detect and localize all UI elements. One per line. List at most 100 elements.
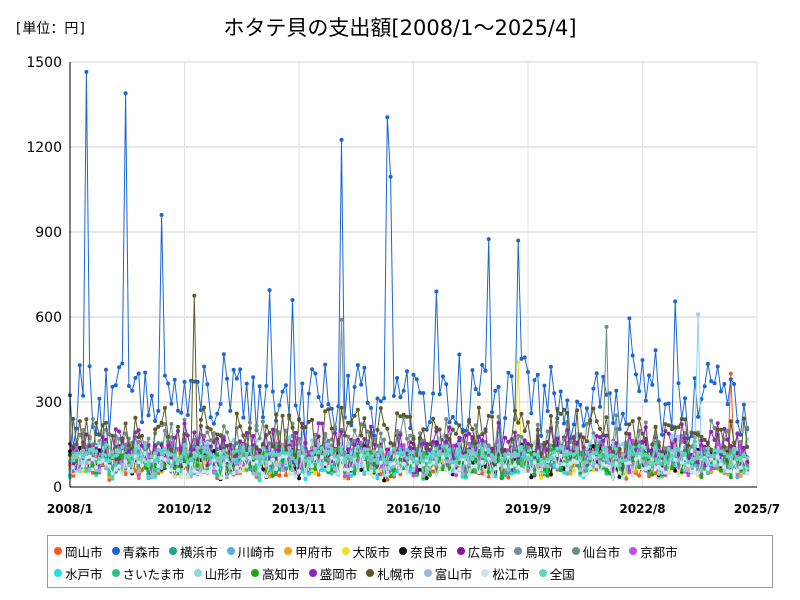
data-point <box>496 442 501 447</box>
data-point <box>303 441 308 446</box>
legend-label: 川崎市 <box>237 544 276 560</box>
data-point <box>398 450 403 455</box>
data-point <box>153 451 158 456</box>
data-point <box>313 449 318 454</box>
data-point <box>77 446 82 450</box>
data-point <box>411 449 416 454</box>
legend-item: 水戸市 <box>54 564 103 583</box>
data-point <box>509 374 514 379</box>
data-point <box>355 444 360 449</box>
data-point <box>640 431 645 436</box>
data-point <box>313 432 318 437</box>
data-point <box>486 443 491 448</box>
data-point <box>722 382 727 386</box>
data-point <box>424 455 429 460</box>
data-point <box>486 413 491 418</box>
data-point <box>414 469 419 474</box>
data-point <box>454 459 458 464</box>
data-point <box>692 376 697 381</box>
legend-label: 水戸市 <box>65 566 103 582</box>
data-point <box>598 426 602 431</box>
data-point <box>490 446 494 451</box>
data-point <box>470 435 475 440</box>
data-point <box>241 457 246 462</box>
data-point <box>722 451 727 456</box>
data-point <box>130 446 135 451</box>
data-point <box>391 446 396 451</box>
data-point <box>437 392 442 397</box>
data-point <box>447 443 452 448</box>
data-point <box>333 467 337 472</box>
data-point <box>336 457 341 462</box>
data-point <box>712 426 717 430</box>
data-point <box>221 352 226 357</box>
data-point <box>225 474 229 479</box>
data-point <box>100 435 105 440</box>
data-point <box>548 472 553 477</box>
data-point <box>195 471 200 476</box>
data-point <box>542 460 547 465</box>
data-point <box>100 423 105 428</box>
data-point <box>375 460 380 465</box>
data-point <box>310 438 315 443</box>
data-point <box>391 443 396 448</box>
data-point <box>231 471 236 476</box>
data-point <box>274 412 279 417</box>
data-point <box>447 425 452 430</box>
data-point <box>303 477 308 482</box>
data-point <box>244 381 249 386</box>
data-point <box>126 453 131 458</box>
data-point <box>411 468 416 473</box>
data-point <box>457 448 462 453</box>
data-point <box>264 463 269 468</box>
data-point <box>159 455 164 460</box>
data-point <box>722 426 727 431</box>
data-point <box>552 450 557 455</box>
data-point <box>552 444 557 448</box>
data-point <box>81 463 86 468</box>
data-point <box>522 429 527 433</box>
data-point <box>467 449 472 454</box>
data-point <box>637 451 642 456</box>
data-point <box>247 455 252 460</box>
data-point <box>562 437 566 442</box>
data-point <box>244 467 249 472</box>
data-point <box>431 391 436 396</box>
data-point <box>172 453 177 458</box>
legend-item: 富山市 <box>423 564 472 583</box>
data-point <box>545 473 550 478</box>
data-point <box>624 422 629 427</box>
data-point <box>476 392 481 397</box>
data-point <box>310 451 315 456</box>
data-point <box>467 462 472 467</box>
data-point <box>172 475 177 480</box>
data-point <box>149 393 154 398</box>
data-point <box>182 442 187 447</box>
series-line <box>69 71 748 449</box>
data-point <box>146 461 151 466</box>
data-point <box>444 434 449 439</box>
legend-marker <box>54 569 62 577</box>
data-point <box>375 475 380 480</box>
data-point <box>146 436 151 441</box>
data-point <box>424 451 429 456</box>
data-point <box>221 436 226 441</box>
legend-item: 青森市 <box>111 542 160 561</box>
data-point <box>90 417 95 421</box>
data-point <box>140 443 144 448</box>
data-point <box>535 372 540 377</box>
legend-item: さいたま市 <box>111 564 185 583</box>
data-point <box>316 421 321 426</box>
data-point <box>575 408 580 413</box>
data-point <box>316 465 321 470</box>
data-point <box>535 444 540 449</box>
data-point <box>676 434 681 439</box>
data-point <box>558 389 563 394</box>
data-point <box>457 352 462 357</box>
legend-marker <box>111 569 120 577</box>
data-point <box>434 473 439 477</box>
data-point <box>607 465 612 470</box>
data-point <box>643 398 648 403</box>
data-point <box>656 398 661 403</box>
data-point <box>264 452 269 457</box>
